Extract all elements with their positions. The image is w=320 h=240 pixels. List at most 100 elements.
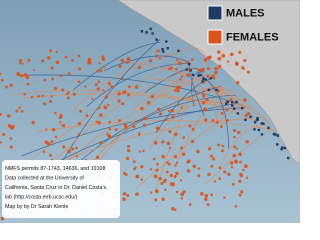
female-point	[180, 75, 184, 78]
female-point	[235, 147, 239, 150]
female-point	[134, 85, 139, 89]
female-point	[161, 140, 165, 144]
female-point	[243, 98, 247, 102]
male-point	[276, 134, 280, 137]
female-point	[20, 110, 24, 113]
female-point	[9, 145, 13, 149]
male-point	[272, 132, 276, 136]
legend-label: MALES	[226, 7, 265, 19]
female-point	[206, 56, 211, 60]
female-point	[41, 94, 44, 98]
female-point	[227, 172, 231, 176]
female-point	[87, 60, 92, 65]
female-point	[175, 161, 179, 165]
female-point	[48, 49, 52, 53]
female-point	[232, 153, 236, 158]
female-point	[123, 123, 127, 127]
male-point	[209, 77, 212, 80]
female-point	[37, 94, 41, 98]
female-point	[197, 174, 201, 178]
female-point	[192, 164, 197, 169]
female-point	[104, 95, 108, 99]
female-point	[108, 120, 112, 124]
female-point	[101, 55, 105, 58]
female-point	[229, 97, 233, 102]
female-point	[171, 182, 175, 187]
female-point	[134, 166, 137, 169]
female-point	[32, 68, 35, 72]
female-point	[66, 96, 70, 100]
female-point	[61, 123, 66, 128]
female-point	[77, 133, 81, 136]
track	[155, 71, 205, 190]
female-point	[98, 62, 101, 65]
female-point	[227, 60, 230, 63]
male-point	[244, 118, 247, 122]
female-point	[201, 100, 206, 105]
female-point	[216, 67, 219, 70]
male-point	[202, 77, 205, 81]
female-point	[220, 149, 224, 153]
female-point	[9, 83, 13, 87]
female-point	[140, 165, 144, 169]
female-point	[167, 109, 171, 113]
male-point	[165, 40, 168, 43]
male-point	[249, 115, 252, 118]
male-point	[236, 112, 240, 115]
female-point	[6, 114, 11, 118]
female-point	[117, 91, 121, 96]
female-point	[154, 198, 158, 202]
female-point	[153, 174, 158, 179]
female-point	[144, 117, 148, 121]
male-point	[207, 88, 210, 92]
female-point	[148, 59, 153, 63]
female-point	[18, 58, 23, 63]
female-point	[9, 137, 13, 140]
female-point	[121, 77, 124, 81]
female-point	[203, 58, 208, 62]
female-point	[234, 159, 238, 163]
female-point	[95, 120, 98, 123]
female-point	[135, 192, 139, 196]
female-point	[140, 106, 144, 111]
female-point	[235, 62, 239, 66]
track	[104, 55, 189, 71]
female-point	[175, 67, 178, 71]
female-point	[0, 72, 2, 76]
female-point	[59, 113, 63, 117]
female-point	[16, 71, 21, 76]
female-point	[31, 120, 35, 125]
female-point	[197, 167, 201, 170]
female-point	[201, 67, 205, 72]
female-point	[238, 152, 242, 157]
female-point	[61, 88, 65, 92]
female-point	[169, 173, 173, 178]
track	[132, 79, 209, 110]
track	[197, 72, 230, 149]
female-point	[213, 180, 217, 183]
female-point	[0, 78, 4, 82]
female-point	[99, 69, 103, 73]
caption-line: California, Santa Cruz in Dr. Daniel Cos…	[5, 185, 106, 191]
male-point	[281, 146, 284, 149]
female-point	[79, 109, 83, 113]
male-point	[226, 100, 229, 104]
female-point	[125, 60, 129, 64]
female-point	[240, 190, 244, 194]
legend: MALES FEMALES	[207, 5, 279, 45]
female-point	[243, 58, 247, 63]
female-point	[138, 132, 141, 135]
female-point	[168, 146, 172, 150]
female-point	[217, 50, 221, 54]
female-point	[126, 156, 130, 161]
female-point	[96, 70, 99, 73]
track	[144, 67, 201, 93]
female-point	[161, 154, 166, 159]
female-point	[99, 141, 103, 145]
female-point	[213, 70, 218, 75]
female-point	[231, 182, 235, 186]
female-point	[118, 119, 122, 123]
female-point	[164, 118, 168, 122]
female-point	[55, 60, 60, 65]
male-locations	[140, 27, 290, 160]
